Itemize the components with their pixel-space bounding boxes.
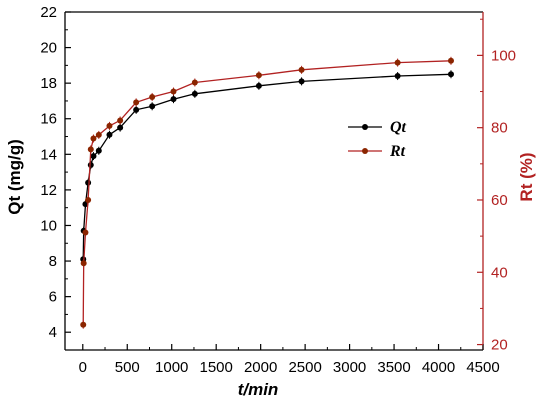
data-point-qt — [87, 161, 94, 168]
data-point-qt — [149, 103, 156, 110]
x-tick-label: 3000 — [333, 359, 366, 376]
y-left-tick-label: 16 — [40, 111, 57, 128]
data-point-rt — [191, 79, 198, 86]
data-point-rt — [255, 72, 262, 79]
data-point-rt — [447, 57, 454, 64]
y-left-tick-label: 22 — [40, 4, 57, 21]
x-tick-label: 4500 — [466, 359, 499, 376]
data-point-qt — [298, 78, 305, 85]
data-point-rt — [133, 99, 140, 106]
legend-label-rt: Rt — [389, 143, 406, 160]
x-axis-title: t/min — [238, 380, 279, 399]
legend-label-qt: Qt — [390, 119, 407, 136]
legend-marker-qt — [362, 124, 368, 130]
data-point-rt — [106, 122, 113, 129]
data-point-qt — [133, 106, 140, 113]
plot-layer: 0 500 1000 1500 2000 2500 3000 3500 4000 4500 4 6 8 1… — [40, 4, 516, 376]
x-tick-label: 2500 — [288, 359, 321, 376]
data-point-qt — [95, 147, 102, 154]
y-right-tick-label: 20 — [491, 337, 508, 354]
data-point-rt — [298, 66, 305, 73]
data-point-rt — [80, 260, 87, 267]
y-left-tick-label: 6 — [49, 289, 57, 306]
data-point-rt — [90, 135, 97, 142]
y-left-axis-title: Qt (mg/g) — [5, 139, 24, 215]
x-tick-label: 2000 — [244, 359, 277, 376]
data-point-rt — [170, 88, 177, 95]
y-left-tick-label: 8 — [49, 253, 57, 270]
data-point-qt — [191, 90, 198, 97]
data-point-qt — [90, 153, 97, 160]
data-point-qt — [106, 131, 113, 138]
data-point-qt — [170, 96, 177, 103]
data-point-rt — [117, 117, 124, 124]
data-point-qt — [394, 73, 401, 80]
y-right-tick-label: 80 — [491, 120, 508, 137]
data-point-qt — [85, 179, 92, 186]
legend: Qt Rt — [348, 119, 407, 160]
data-point-rt — [394, 59, 401, 66]
data-point-qt — [255, 82, 262, 89]
data-point-qt — [447, 71, 454, 78]
x-tick-label: 4000 — [422, 359, 455, 376]
y-left-tick-label: 14 — [40, 146, 57, 163]
y-right-tick-label: 100 — [491, 47, 516, 64]
y-right-tick-label: 40 — [491, 264, 508, 281]
legend-marker-rt — [362, 148, 368, 154]
x-tick-label: 1000 — [155, 359, 188, 376]
data-point-qt — [117, 124, 124, 131]
y-left-tick-label: 12 — [40, 182, 57, 199]
y-right-tick-label: 60 — [491, 192, 508, 209]
x-tick-label: 1500 — [200, 359, 233, 376]
x-tick-label: 500 — [115, 359, 140, 376]
y-left-tick-label: 10 — [40, 217, 57, 234]
data-point-rt — [149, 93, 156, 100]
x-tick-label: 0 — [79, 359, 87, 376]
data-point-rt — [80, 321, 87, 328]
y-right-axis-title: Rt (%) — [517, 152, 536, 201]
data-point-rt — [85, 196, 92, 203]
data-point-rt — [87, 146, 94, 153]
x-tick-label: 3500 — [377, 359, 410, 376]
data-point-rt — [95, 131, 102, 138]
data-point-rt — [82, 229, 89, 236]
y-left-tick-label: 20 — [40, 40, 57, 57]
y-left-tick-label: 4 — [49, 324, 57, 341]
y-left-tick-label: 18 — [40, 75, 57, 92]
